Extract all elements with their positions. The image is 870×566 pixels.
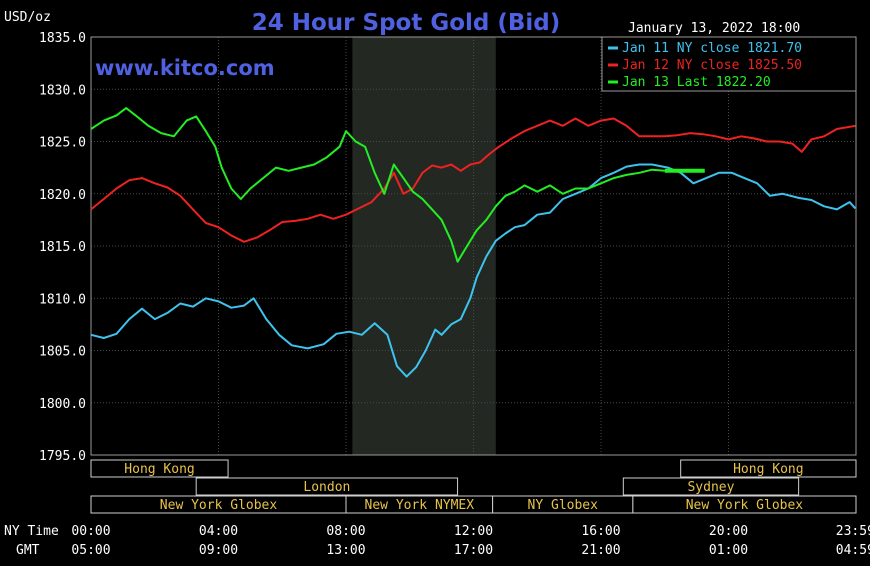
x-tick-gmt: 09:00	[199, 543, 238, 558]
session-bar	[195, 477, 459, 496]
x-tick-ny: 04:00	[199, 524, 238, 539]
series-line-jan-11	[90, 163, 857, 378]
y-axis-ticks: 1835.0 1830.0 1825.0 1820.0 1815.0 1810.0 1805…	[39, 31, 86, 464]
x-tick-ny: 16:00	[581, 524, 620, 539]
legend-label: Jan 11 NY close 1821.70	[622, 41, 802, 56]
legend-label: Jan 13 Last 1822.20	[622, 75, 771, 90]
session-bar	[632, 495, 857, 514]
ny-time-label: NY Time	[4, 524, 59, 539]
series-line-jan-13	[90, 107, 665, 263]
session-label: New York Globex	[686, 498, 804, 513]
legend-frame	[601, 36, 857, 92]
y-tick-label: 1820.0	[39, 188, 86, 203]
grid-lines	[91, 37, 856, 455]
x-tick-gmt: 13:00	[326, 543, 365, 558]
chart-title: 24 Hour Spot Gold (Bid)	[252, 10, 561, 36]
unit-label: USD/oz	[4, 10, 51, 25]
x-tick-ny: 23:59	[836, 524, 870, 539]
x-tick-gmt: 01:00	[709, 543, 748, 558]
session-label: New York Globex	[160, 498, 278, 513]
session-label: NY Globex	[528, 498, 599, 513]
y-tick-label: 1835.0	[39, 31, 86, 46]
legend-date: January 13, 2022 18:00	[628, 21, 800, 36]
session-label: Hong Kong	[733, 462, 803, 477]
session-bar	[90, 459, 229, 478]
x-tick-ny: 20:00	[709, 524, 748, 539]
y-tick-label: 1800.0	[39, 397, 86, 412]
x-tick-gmt: 04:59	[836, 543, 870, 558]
session-label: Hong Kong	[124, 462, 194, 477]
y-tick-label: 1810.0	[39, 292, 86, 307]
watermark: www.kitco.com	[95, 56, 275, 80]
legend-items: Jan 11 NY close 1821.70 Jan 12 NY close 1…	[608, 41, 802, 90]
x-tick-gmt: 21:00	[581, 543, 620, 558]
x-tick-gmt: 05:00	[71, 543, 110, 558]
legend-label: Jan 12 NY close 1825.50	[622, 58, 802, 73]
session-label: London	[303, 480, 350, 495]
plot-border	[90, 36, 857, 456]
y-tick-label: 1830.0	[39, 83, 86, 98]
y-tick-label: 1825.0	[39, 136, 86, 151]
y-tick-label: 1795.0	[39, 449, 86, 464]
market-sessions: Hong Kong Hong Kong London Sydney New York G…	[90, 459, 857, 514]
price-series-lines	[90, 107, 857, 378]
x-tick-gmt: 17:00	[454, 543, 493, 558]
gmt-label: GMT	[16, 543, 40, 558]
session-bar	[622, 477, 800, 496]
series-line-jan-12	[90, 117, 856, 243]
y-tick-label: 1805.0	[39, 345, 86, 360]
x-tick-ny: 00:00	[71, 524, 110, 539]
session-label: New York NYMEX	[365, 498, 475, 513]
session-bar	[680, 459, 857, 478]
x-tick-ny: 08:00	[326, 524, 365, 539]
y-tick-label: 1815.0	[39, 240, 86, 255]
x-tick-ny: 12:00	[454, 524, 493, 539]
x-axis-ticks: 00:00 05:00 04:00 09:00 08:00 13:00 12:00 17:00…	[71, 524, 870, 558]
session-label: Sydney	[687, 480, 734, 495]
legend-box: January 13, 2022 18:00 Jan 11 NY close 1…	[601, 21, 857, 92]
